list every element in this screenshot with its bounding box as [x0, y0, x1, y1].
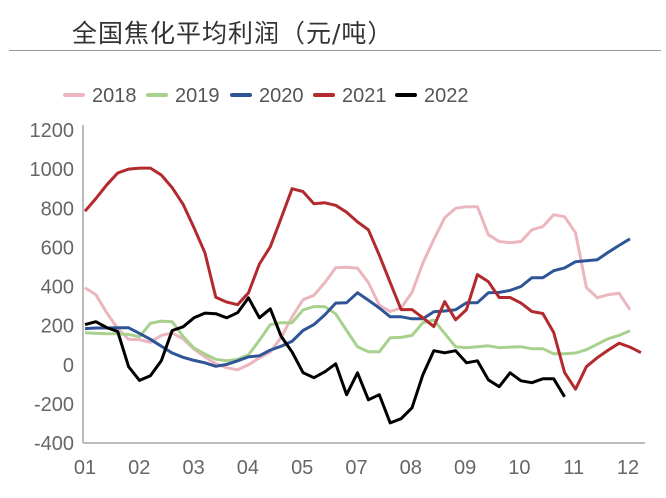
series-line-2021 — [83, 166, 642, 391]
series-line-2022 — [84, 296, 566, 425]
y-tick-label: 0 — [63, 355, 74, 377]
title-underline — [9, 50, 661, 51]
chart-title: 全国焦化平均利润（元/吨） — [72, 19, 394, 48]
series-lines — [83, 166, 642, 425]
legend-label: 2018 — [92, 85, 137, 107]
x-tick-label: 02 — [128, 457, 150, 479]
x-tick-label: 03 — [182, 457, 204, 479]
series-line-2020 — [84, 237, 631, 368]
legend-label: 2020 — [259, 85, 304, 107]
y-tick-label: -400 — [34, 433, 74, 455]
legend-item-2022: 2022 — [395, 85, 469, 107]
x-tick-label: 12 — [617, 457, 639, 479]
y-tick-label: 1200 — [30, 120, 75, 142]
legend-item-2018: 2018 — [63, 85, 137, 107]
x-tick-label: 04 — [237, 457, 259, 479]
y-tick-label: 1000 — [30, 159, 75, 181]
legend: 2018 2019 2020 2021 2022 — [63, 85, 469, 107]
series-line-2019 — [84, 305, 631, 363]
y-tick-label: 800 — [41, 198, 74, 220]
y-tick-label: -200 — [34, 394, 74, 416]
legend-item-2021: 2021 — [313, 85, 387, 107]
x-tick-label: 07 — [345, 457, 367, 479]
legend-item-2019: 2019 — [146, 85, 220, 107]
legend-label: 2019 — [175, 85, 220, 107]
y-tick-label: 200 — [41, 316, 74, 338]
x-tick-label: 05 — [291, 457, 313, 479]
x-tick-label: 10 — [508, 457, 530, 479]
legend-label: 2021 — [342, 85, 387, 107]
y-tick-label: 400 — [41, 277, 74, 299]
legend-item-2020: 2020 — [230, 85, 304, 107]
y-tick-label: 600 — [41, 237, 74, 259]
series-line-2018 — [84, 205, 632, 372]
legend-label: 2022 — [424, 85, 469, 107]
x-tick-label: 09 — [454, 457, 476, 479]
x-tick-label: 11 — [563, 457, 584, 479]
x-tick-label: 01 — [74, 457, 96, 479]
x-tick-label: 08 — [400, 457, 422, 479]
